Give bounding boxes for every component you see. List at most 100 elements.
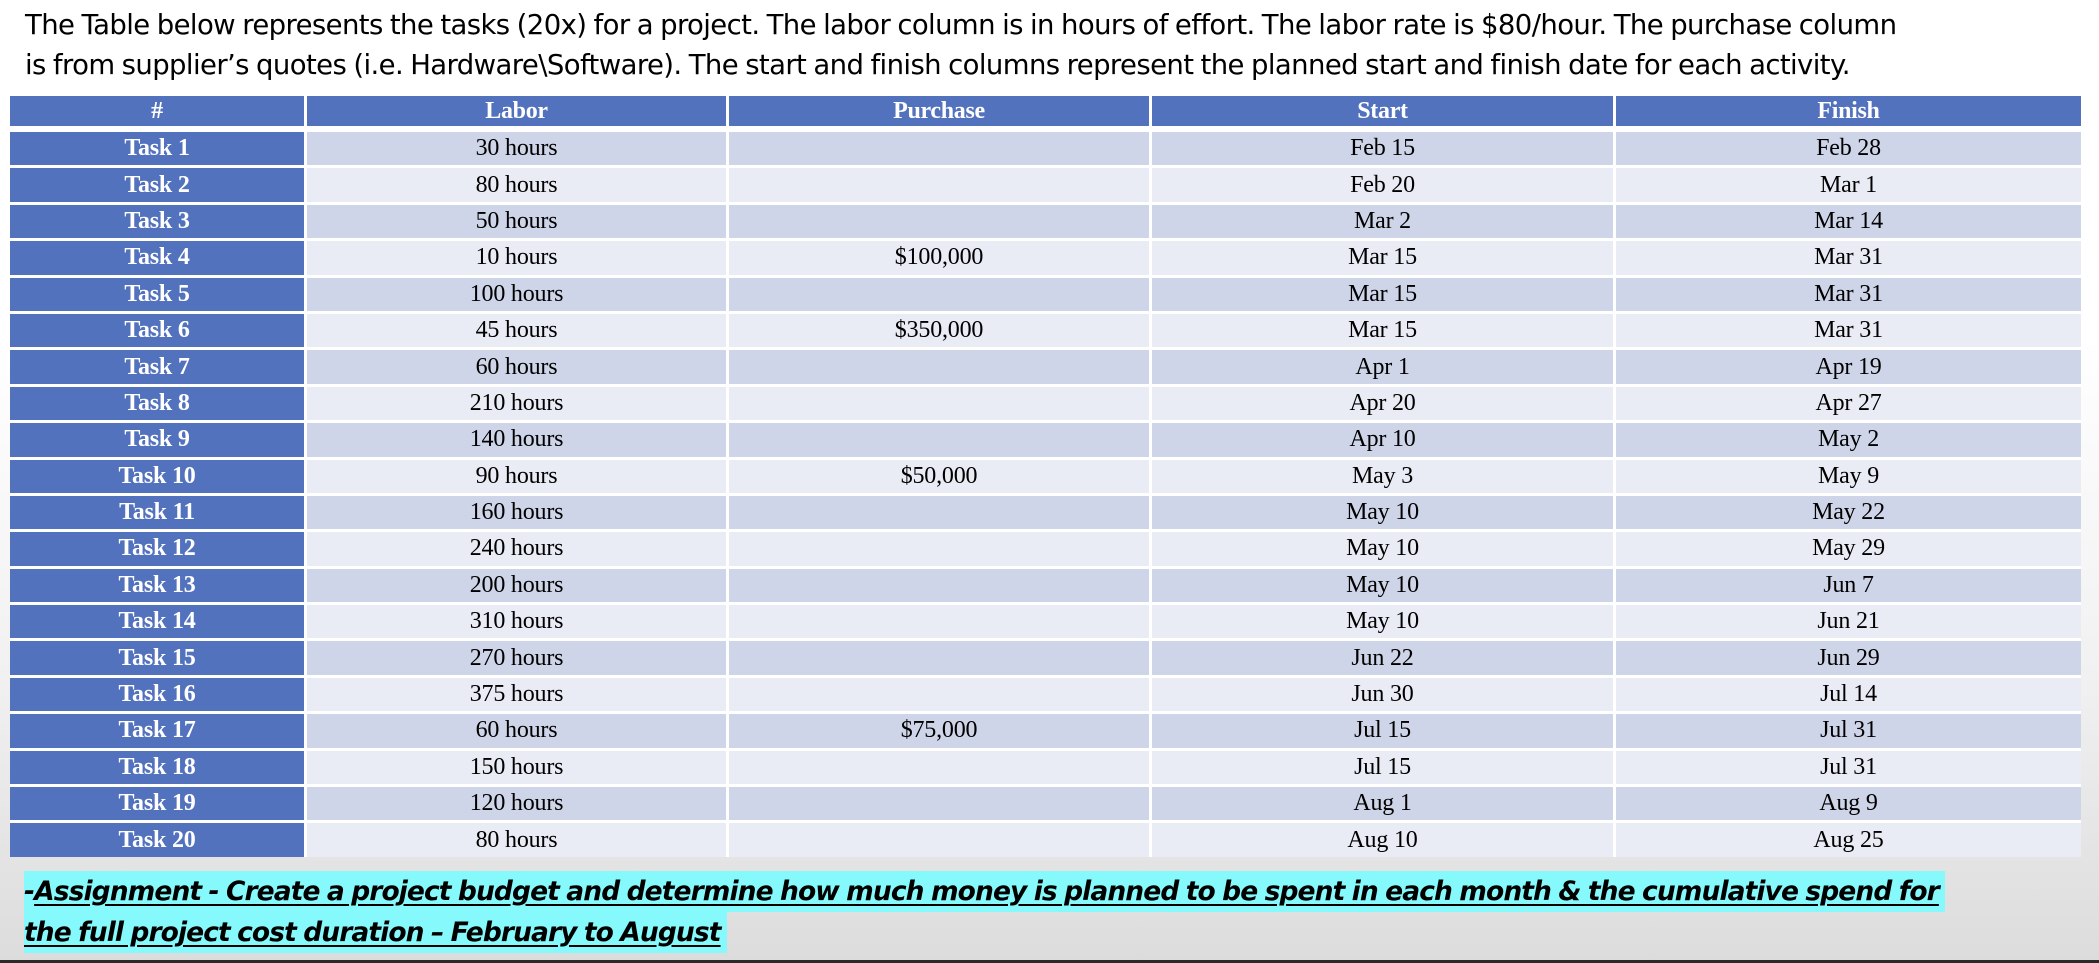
purchase-cell — [729, 605, 1152, 642]
labor-cell: 160 hours — [307, 495, 729, 533]
task-id: Task 5 — [10, 277, 307, 314]
start-cell: Apr 10 — [1152, 423, 1616, 460]
intro-line-1: The Table below represents the tasks (20… — [25, 9, 1897, 41]
start-cell: Jun 30 — [1152, 677, 1616, 715]
intro-line-2: is from supplier’s quotes (i.e. Hardware… — [25, 49, 1850, 81]
task-id: Task 15 — [10, 641, 307, 678]
purchase-cell — [729, 641, 1152, 678]
start-cell: May 10 — [1152, 532, 1616, 569]
start-cell: Mar 15 — [1152, 313, 1616, 351]
bottom-divider — [0, 960, 2099, 963]
table-row: Task 4 10 hours $100,000 Mar 15 Mar 31 — [10, 241, 2081, 278]
purchase-cell — [729, 386, 1152, 424]
assignment-text: -Assignment - Create a project budget an… — [24, 871, 2084, 953]
finish-cell: Apr 27 — [1616, 386, 2081, 424]
labor-cell: 140 hours — [307, 423, 729, 460]
labor-cell: 120 hours — [307, 787, 729, 824]
start-cell: Mar 2 — [1152, 204, 1616, 242]
table-row: Task 19 120 hours Aug 1 Aug 9 — [10, 787, 2081, 824]
labor-cell: 10 hours — [307, 241, 729, 278]
start-cell: Apr 20 — [1152, 386, 1616, 424]
labor-cell: 200 hours — [307, 568, 729, 606]
purchase-cell — [729, 132, 1152, 169]
table-row: Task 20 80 hours Aug 10 Aug 25 — [10, 823, 2081, 857]
purchase-cell — [729, 750, 1152, 788]
table-row: Task 5 100 hours Mar 15 Mar 31 — [10, 277, 2081, 314]
assignment-line-2-text: the full project cost duration – Februar… — [24, 917, 721, 948]
purchase-cell — [729, 277, 1152, 314]
start-cell: Aug 10 — [1152, 823, 1616, 857]
table-row: Task 7 60 hours Apr 1 Apr 19 — [10, 350, 2081, 387]
start-cell: Jun 22 — [1152, 641, 1616, 678]
finish-cell: May 22 — [1616, 495, 2081, 533]
assignment-line-1-text: Assignment - Create a project budget and… — [34, 876, 1940, 907]
task-id: Task 9 — [10, 423, 307, 460]
table-row: Task 17 60 hours $75,000 Jul 15 Jul 31 — [10, 714, 2081, 751]
task-id: Task 11 — [10, 495, 307, 533]
labor-cell: 30 hours — [307, 132, 729, 169]
table-row: Task 9 140 hours Apr 10 May 2 — [10, 423, 2081, 460]
labor-cell: 90 hours — [307, 459, 729, 496]
start-cell: May 3 — [1152, 459, 1616, 496]
labor-cell: 100 hours — [307, 277, 729, 314]
start-cell: May 10 — [1152, 568, 1616, 606]
purchase-cell: $50,000 — [729, 459, 1152, 496]
table-row: Task 16 375 hours Jun 30 Jul 14 — [10, 677, 2081, 715]
task-id: Task 3 — [10, 204, 307, 242]
labor-cell: 210 hours — [307, 386, 729, 424]
finish-cell: Feb 28 — [1616, 132, 2081, 169]
intro-text: The Table below represents the tasks (20… — [25, 5, 2095, 85]
header-labor: Labor — [307, 96, 729, 132]
task-id: Task 6 — [10, 313, 307, 351]
labor-cell: 270 hours — [307, 641, 729, 678]
start-cell: Mar 15 — [1152, 241, 1616, 278]
start-cell: Feb 15 — [1152, 132, 1616, 169]
task-id: Task 2 — [10, 168, 307, 205]
header-number: # — [10, 96, 307, 132]
assignment-line-1: -Assignment - Create a project budget an… — [24, 871, 1945, 912]
task-id: Task 4 — [10, 241, 307, 278]
table-row: Task 18 150 hours Jul 15 Jul 31 — [10, 750, 2081, 788]
task-id: Task 17 — [10, 714, 307, 751]
purchase-cell — [729, 168, 1152, 205]
finish-cell: Jun 29 — [1616, 641, 2081, 678]
finish-cell: Mar 14 — [1616, 204, 2081, 242]
finish-cell: Aug 9 — [1616, 787, 2081, 824]
purchase-cell — [729, 823, 1152, 857]
table-row: Task 13 200 hours May 10 Jun 7 — [10, 568, 2081, 606]
header-purchase: Purchase — [729, 96, 1152, 132]
start-cell: May 10 — [1152, 495, 1616, 533]
table-row: Task 11 160 hours May 10 May 22 — [10, 495, 2081, 533]
labor-cell: 240 hours — [307, 532, 729, 569]
table-row: Task 2 80 hours Feb 20 Mar 1 — [10, 168, 2081, 205]
purchase-cell: $100,000 — [729, 241, 1152, 278]
finish-cell: Mar 31 — [1616, 241, 2081, 278]
purchase-cell — [729, 423, 1152, 460]
purchase-cell — [729, 350, 1152, 387]
purchase-cell — [729, 787, 1152, 824]
task-id: Task 10 — [10, 459, 307, 496]
labor-cell: 60 hours — [307, 350, 729, 387]
task-id: Task 7 — [10, 350, 307, 387]
purchase-cell — [729, 532, 1152, 569]
finish-cell: Jul 31 — [1616, 714, 2081, 751]
assignment-line-2: the full project cost duration – Februar… — [24, 912, 727, 953]
finish-cell: May 29 — [1616, 532, 2081, 569]
labor-cell: 310 hours — [307, 605, 729, 642]
task-id: Task 8 — [10, 386, 307, 424]
task-id: Task 18 — [10, 750, 307, 788]
finish-cell: Mar 31 — [1616, 313, 2081, 351]
finish-cell: Aug 25 — [1616, 823, 2081, 857]
table-row: Task 12 240 hours May 10 May 29 — [10, 532, 2081, 569]
labor-cell: 80 hours — [307, 168, 729, 205]
table-row: Task 14 310 hours May 10 Jun 21 — [10, 605, 2081, 642]
finish-cell: May 9 — [1616, 459, 2081, 496]
header-start: Start — [1152, 96, 1616, 132]
table-header-row: # Labor Purchase Start Finish — [10, 96, 2081, 132]
task-id: Task 20 — [10, 823, 307, 857]
start-cell: Jul 15 — [1152, 714, 1616, 751]
table-row: Task 3 50 hours Mar 2 Mar 14 — [10, 204, 2081, 242]
assignment-dash: - — [24, 876, 35, 907]
task-id: Task 12 — [10, 532, 307, 569]
finish-cell: Jun 7 — [1616, 568, 2081, 606]
